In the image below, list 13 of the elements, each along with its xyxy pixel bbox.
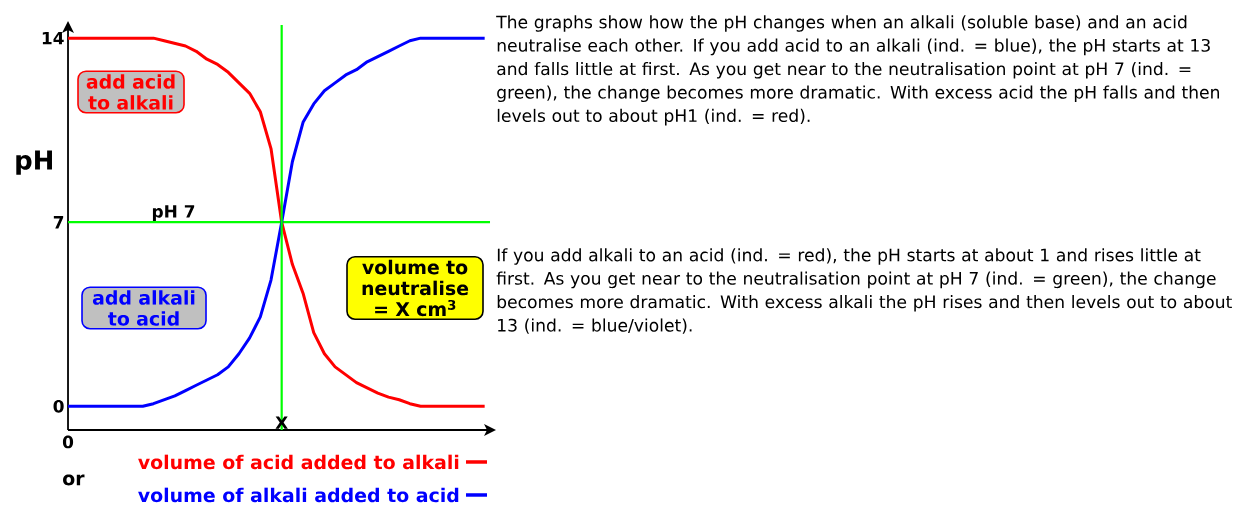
annotation: volume to neutralise = X cm$^{3}$ [362,259,469,317]
annotation: add alkali to acid [92,290,195,326]
text: If you add alkali to an acid (ind. = red), the pH starts at about 1 and rises little at first. As you get near to the neutralisation point at pH 7 (ind. = green), the change becomes more dramatic. With excess alkali the pH rises and then levels out to about 13 (ind. = blue/violet). [496,248,1232,334]
legend-label: volume of acid added to alkali [138,454,459,470]
ref-line-label: pH 7 [152,205,195,222]
y-axis-title: pH [16,150,52,175]
annotation: add acid to alkali [86,74,175,110]
y-tick-label: 0 [53,399,64,413]
legend-label: volume of alkali added to acid [138,487,459,503]
y-tick-label: 7 [53,216,64,229]
text: or [63,474,85,486]
text: The graphs show how the pH changes when an alkali (soluble base) and an acid neutralise each other. If you add acid to an alkali (ind. = blue), the pH starts at 13 and falls little at first. As you get near to the neutralisation point at pH 7 (ind. = green), the change becomes more dramatic. With excess acid the pH falls and then levels out to about pH1 (ind. = red). [496,15,1219,126]
y-tick-label: 14 [42,31,64,45]
